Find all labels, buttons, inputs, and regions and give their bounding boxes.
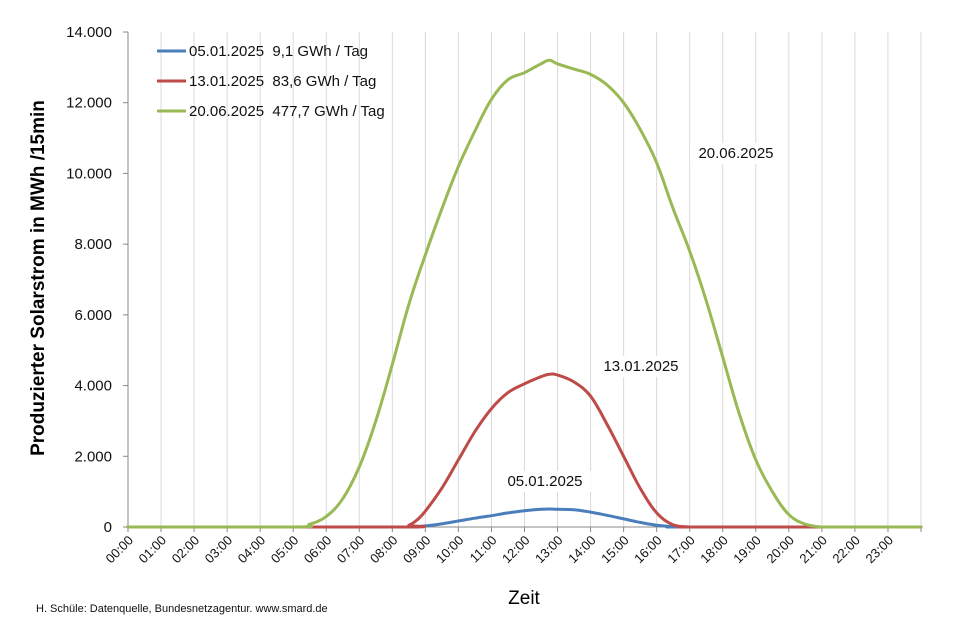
series-line-1 xyxy=(126,372,923,529)
x-tick-label: 09:00 xyxy=(400,533,434,567)
x-tick-label: 12:00 xyxy=(499,533,533,567)
source-note: H. Schüle: Datenquelle, Bundesnetzagentu… xyxy=(36,603,328,615)
legend-label-0: 05.01.2025 9,1 GWh / Tag xyxy=(189,43,368,60)
x-tick-label: 19:00 xyxy=(730,533,764,567)
x-tick-label: 08:00 xyxy=(367,533,401,567)
annotation-label-1: 13.01.2025 xyxy=(603,358,678,375)
annotation-bg xyxy=(499,471,591,492)
x-tick-label: 00:00 xyxy=(103,533,137,567)
x-tick-label: 23:00 xyxy=(862,533,896,567)
series-annotations: 05.01.2025 13.01.2025 20.06.2025 xyxy=(499,143,782,492)
x-tick-label: 06:00 xyxy=(301,533,335,567)
annotation-bg xyxy=(690,143,782,164)
x-tick-label: 10:00 xyxy=(433,533,467,567)
x-tick-label: 18:00 xyxy=(697,533,731,567)
x-tick-label: 13:00 xyxy=(532,533,566,567)
x-axis-label: Zeit xyxy=(508,588,540,609)
x-tick-label: 05:00 xyxy=(268,533,302,567)
series-lines xyxy=(126,58,923,529)
x-tick-label: 11:00 xyxy=(467,533,500,566)
series-line-2 xyxy=(126,58,923,529)
y-tick-label: 2.000 xyxy=(74,448,112,465)
x-tick-label: 21:00 xyxy=(796,533,830,567)
y-tick-label: 14.000 xyxy=(66,24,112,41)
y-tick-label: 6.000 xyxy=(74,307,112,324)
x-tick-label: 07:00 xyxy=(334,533,368,567)
x-tick-label: 01:00 xyxy=(136,533,170,567)
x-axis-ticks: 00:00 01:00 02:00 03:00 04:00 05:00 06:00 07:00… xyxy=(103,527,922,567)
annotation-label-0: 05.01.2025 xyxy=(507,473,582,490)
y-tick-label: 10.000 xyxy=(66,165,112,182)
annotation-bg xyxy=(595,356,687,377)
x-tick-label: 16:00 xyxy=(631,533,665,567)
x-tick-label: 22:00 xyxy=(829,533,863,567)
x-tick-label: 02:00 xyxy=(169,533,203,567)
x-tick-label: 03:00 xyxy=(202,533,236,567)
x-tick-label: 14:00 xyxy=(565,533,599,567)
annotation-label-2: 20.06.2025 xyxy=(698,145,773,162)
y-tick-label: 12.000 xyxy=(66,95,112,112)
legend: 05.01.2025 9,1 GWh / Tag 13.01.2025 83,6 … xyxy=(157,43,385,120)
y-axis-label: Produzierter Solarstrom in MWh /15min xyxy=(28,100,49,456)
y-tick-label: 4.000 xyxy=(74,378,112,395)
x-tick-label: 20:00 xyxy=(763,533,797,567)
y-axis-ticks: 0 2.000 4.000 6.000 8.000 10.000 12.000 14.000 xyxy=(66,24,128,536)
vertical-gridlines xyxy=(127,32,922,527)
legend-label-2: 20.06.2025 477,7 GWh / Tag xyxy=(189,103,385,120)
x-tick-label: 04:00 xyxy=(235,533,269,567)
x-tick-label: 15:00 xyxy=(598,533,632,567)
y-tick-label: 0 xyxy=(104,519,112,536)
y-tick-label: 8.000 xyxy=(74,236,112,253)
x-tick-label: 17:00 xyxy=(664,533,698,567)
legend-label-1: 13.01.2025 83,6 GWh / Tag xyxy=(189,73,376,90)
